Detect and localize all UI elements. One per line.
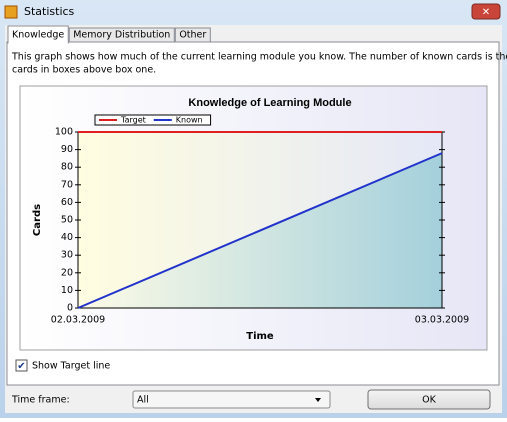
app-icon <box>4 5 18 19</box>
y-tick-label: 0 <box>67 303 73 314</box>
y-axis-label: Cards <box>32 204 43 236</box>
combo-arrow <box>315 398 321 402</box>
checkbox[interactable] <box>15 359 28 372</box>
description: cards in boxes above box one. <box>12 65 156 76</box>
y-tick-label: 60 <box>61 197 73 208</box>
y-tick-label: 90 <box>61 144 73 155</box>
x-tick-label: 02.03.2009 <box>51 315 105 326</box>
y-tick-label: 80 <box>61 162 73 173</box>
tab-label: Memory Distribution <box>73 30 170 41</box>
legend-label: Target <box>120 116 146 125</box>
legend-label: Known <box>176 116 203 125</box>
checkbox-label[interactable]: Show Target line <box>32 361 110 372</box>
y-tick-label: 100 <box>55 127 73 138</box>
chart-title: Knowledge of Learning Module <box>188 97 351 109</box>
y-tick-label: 30 <box>61 250 73 261</box>
y-tick-label: 20 <box>61 267 73 278</box>
tab-label: Other <box>179 30 206 41</box>
tab-label: Knowledge <box>12 30 64 41</box>
ok-label: OK <box>422 395 436 406</box>
tab-join <box>8 41 68 44</box>
y-tick-label: 50 <box>61 215 73 226</box>
legend <box>94 114 212 126</box>
time-frame-value: All <box>137 395 149 406</box>
time-frame-combo[interactable] <box>132 390 331 409</box>
tab[interactable] <box>174 27 211 43</box>
close-icon: ✕ <box>482 7 490 18</box>
x-axis-label: Time <box>246 331 274 342</box>
close-button[interactable] <box>471 3 501 20</box>
series-line <box>77 152 443 309</box>
y-tick-label: 70 <box>61 179 73 190</box>
time-frame-label: Time frame: <box>11 395 70 406</box>
check-mark: ✔ <box>17 361 25 372</box>
ok-button[interactable] <box>367 389 491 410</box>
y-tick-label: 40 <box>61 232 73 243</box>
x-tick-label: 03.03.2009 <box>415 315 469 326</box>
y-tick-label: 10 <box>61 285 73 296</box>
tab[interactable] <box>68 27 175 43</box>
window-title: Statistics <box>24 5 75 18</box>
description: This graph shows how much of the current… <box>11 52 507 63</box>
